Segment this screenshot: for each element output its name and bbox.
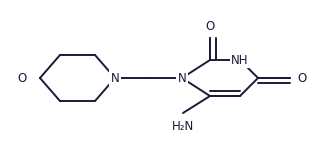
Text: O: O: [17, 71, 27, 84]
Text: N: N: [178, 71, 186, 84]
Text: N: N: [111, 71, 119, 84]
Text: O: O: [297, 71, 307, 84]
Text: H₂N: H₂N: [172, 119, 194, 133]
Text: O: O: [205, 19, 215, 32]
Text: NH: NH: [231, 54, 249, 67]
